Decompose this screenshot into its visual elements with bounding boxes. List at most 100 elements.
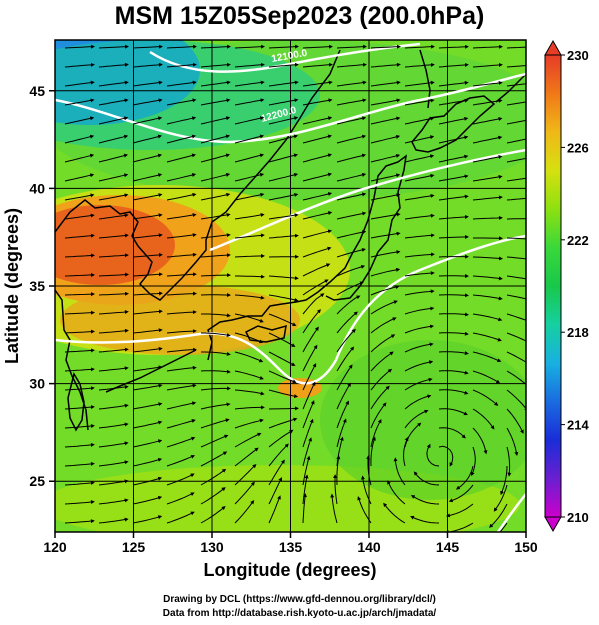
streamline-arrow: [438, 351, 469, 356]
streamline-arrow: [499, 522, 508, 532]
streamline-arrow: [268, 351, 296, 366]
streamline-arrow: [132, 252, 163, 258]
streamline-arrow: [98, 233, 129, 239]
streamline-arrow: [302, 192, 333, 201]
streamline-arrow: [234, 447, 259, 467]
streamline-arrow: [200, 44, 231, 49]
streamline-arrow: [166, 365, 197, 372]
streamline-arrow: [302, 279, 329, 296]
streamline-arrow: [234, 192, 265, 201]
streamline-arrow: [370, 80, 401, 87]
streamline-arrow: [370, 250, 401, 258]
streamline-arrow: [302, 134, 333, 144]
streamline-arrow: [234, 418, 264, 429]
streamline-arrow: [234, 134, 265, 144]
streamline-arrow: [438, 370, 469, 375]
streamline-arrow: [336, 211, 367, 220]
streamline-arrow: [506, 370, 526, 385]
temperature-field: [55, 40, 526, 532]
streamline-arrow: [98, 291, 129, 296]
streamline-arrow: [438, 154, 469, 163]
field-south-green: [320, 340, 526, 500]
streamline-arrow: [472, 135, 503, 144]
streamline-arrow: [438, 293, 469, 298]
streamline-arrow: [200, 273, 231, 278]
streamline-arrow: [268, 332, 296, 347]
streamline-arrow: [472, 44, 503, 49]
streamline-arrow: [404, 116, 435, 125]
streamline-arrow: [404, 193, 435, 201]
streamline-arrow: [98, 385, 129, 391]
streamline-arrow: [472, 215, 503, 220]
colorbar-tick-label: 210: [567, 510, 589, 525]
streamline-arrow: [370, 300, 398, 315]
streamline-arrow: [410, 494, 440, 505]
streamline-arrow: [64, 461, 95, 467]
streamline-arrow: [448, 484, 474, 503]
streamline-arrow: [370, 212, 401, 220]
streamline-arrow: [268, 443, 289, 467]
streamline-arrow: [268, 495, 281, 524]
streamline-arrow: [336, 80, 367, 87]
streamline-arrow: [404, 342, 434, 353]
streamline-arrow: [302, 44, 333, 49]
x-tick-label: 135: [279, 539, 303, 555]
streamline-arrow: [132, 383, 163, 391]
streamline-arrow: [370, 44, 401, 49]
streamline-arrow: [302, 211, 333, 220]
streamline-arrow: [404, 135, 435, 144]
field-warm-tongue: [60, 285, 300, 355]
streamline-arrow: [200, 451, 228, 467]
x-tick-label: 140: [357, 539, 381, 555]
coast-kurils: [495, 73, 526, 103]
streamline-arrow: [333, 474, 338, 505]
x-tick-label: 150: [514, 539, 538, 555]
streamline-arrow: [200, 506, 226, 524]
streamline-arrow: [64, 116, 95, 125]
streamline-arrow: [403, 436, 409, 467]
streamline-arrow: [506, 119, 526, 125]
streamline-arrow: [302, 363, 317, 391]
streamline-arrow: [166, 492, 195, 505]
streamline-arrow: [64, 329, 95, 334]
streamline-arrow: [404, 98, 435, 106]
streamline-arrow: [64, 193, 95, 201]
streamline-arrow: [336, 172, 367, 182]
streamline-arrow: [234, 332, 264, 344]
streamline-arrow: [506, 275, 526, 280]
streamline-arrow: [268, 44, 299, 49]
colorbar: 230 226 222 218 214 210: [544, 39, 589, 533]
y-tick-label: 25: [29, 473, 45, 489]
streamline-arrow: [336, 328, 356, 353]
streamline-arrow: [98, 173, 129, 182]
streamline-arrow: [302, 344, 318, 372]
streamline-arrow: [438, 234, 469, 239]
streamline-arrow: [132, 98, 163, 106]
streamline-arrow: [506, 138, 526, 144]
streamline-arrow: [438, 408, 468, 416]
streamline-arrow: [201, 351, 231, 356]
streamline-arrow: [472, 174, 503, 182]
streamline-arrow: [64, 233, 95, 239]
streamline-arrow: [132, 309, 163, 315]
streamline-arrow: [200, 233, 231, 239]
streamline-arrow: [132, 420, 163, 429]
streamline-arrow: [472, 294, 503, 301]
streamline-arrow: [302, 172, 333, 182]
streamline-arrow: [336, 98, 367, 106]
streamline-arrow: [234, 294, 265, 300]
streamline-arrow: [64, 44, 95, 49]
streamline-arrow: [438, 427, 466, 439]
streamline-arrow: [268, 116, 299, 125]
streamline-arrow: [234, 389, 265, 396]
streamline-arrow: [234, 313, 264, 323]
streamline-arrow: [166, 80, 197, 87]
streamline-arrow: [302, 293, 325, 315]
streamline-arrow: [336, 62, 367, 68]
streamline-arrow: [336, 134, 367, 144]
streamline-arrow: [438, 194, 469, 201]
streamline-arrow: [472, 313, 503, 322]
streamline-arrow: [506, 351, 526, 363]
streamline-arrow: [268, 417, 298, 429]
streamline-arrow: [268, 98, 299, 106]
